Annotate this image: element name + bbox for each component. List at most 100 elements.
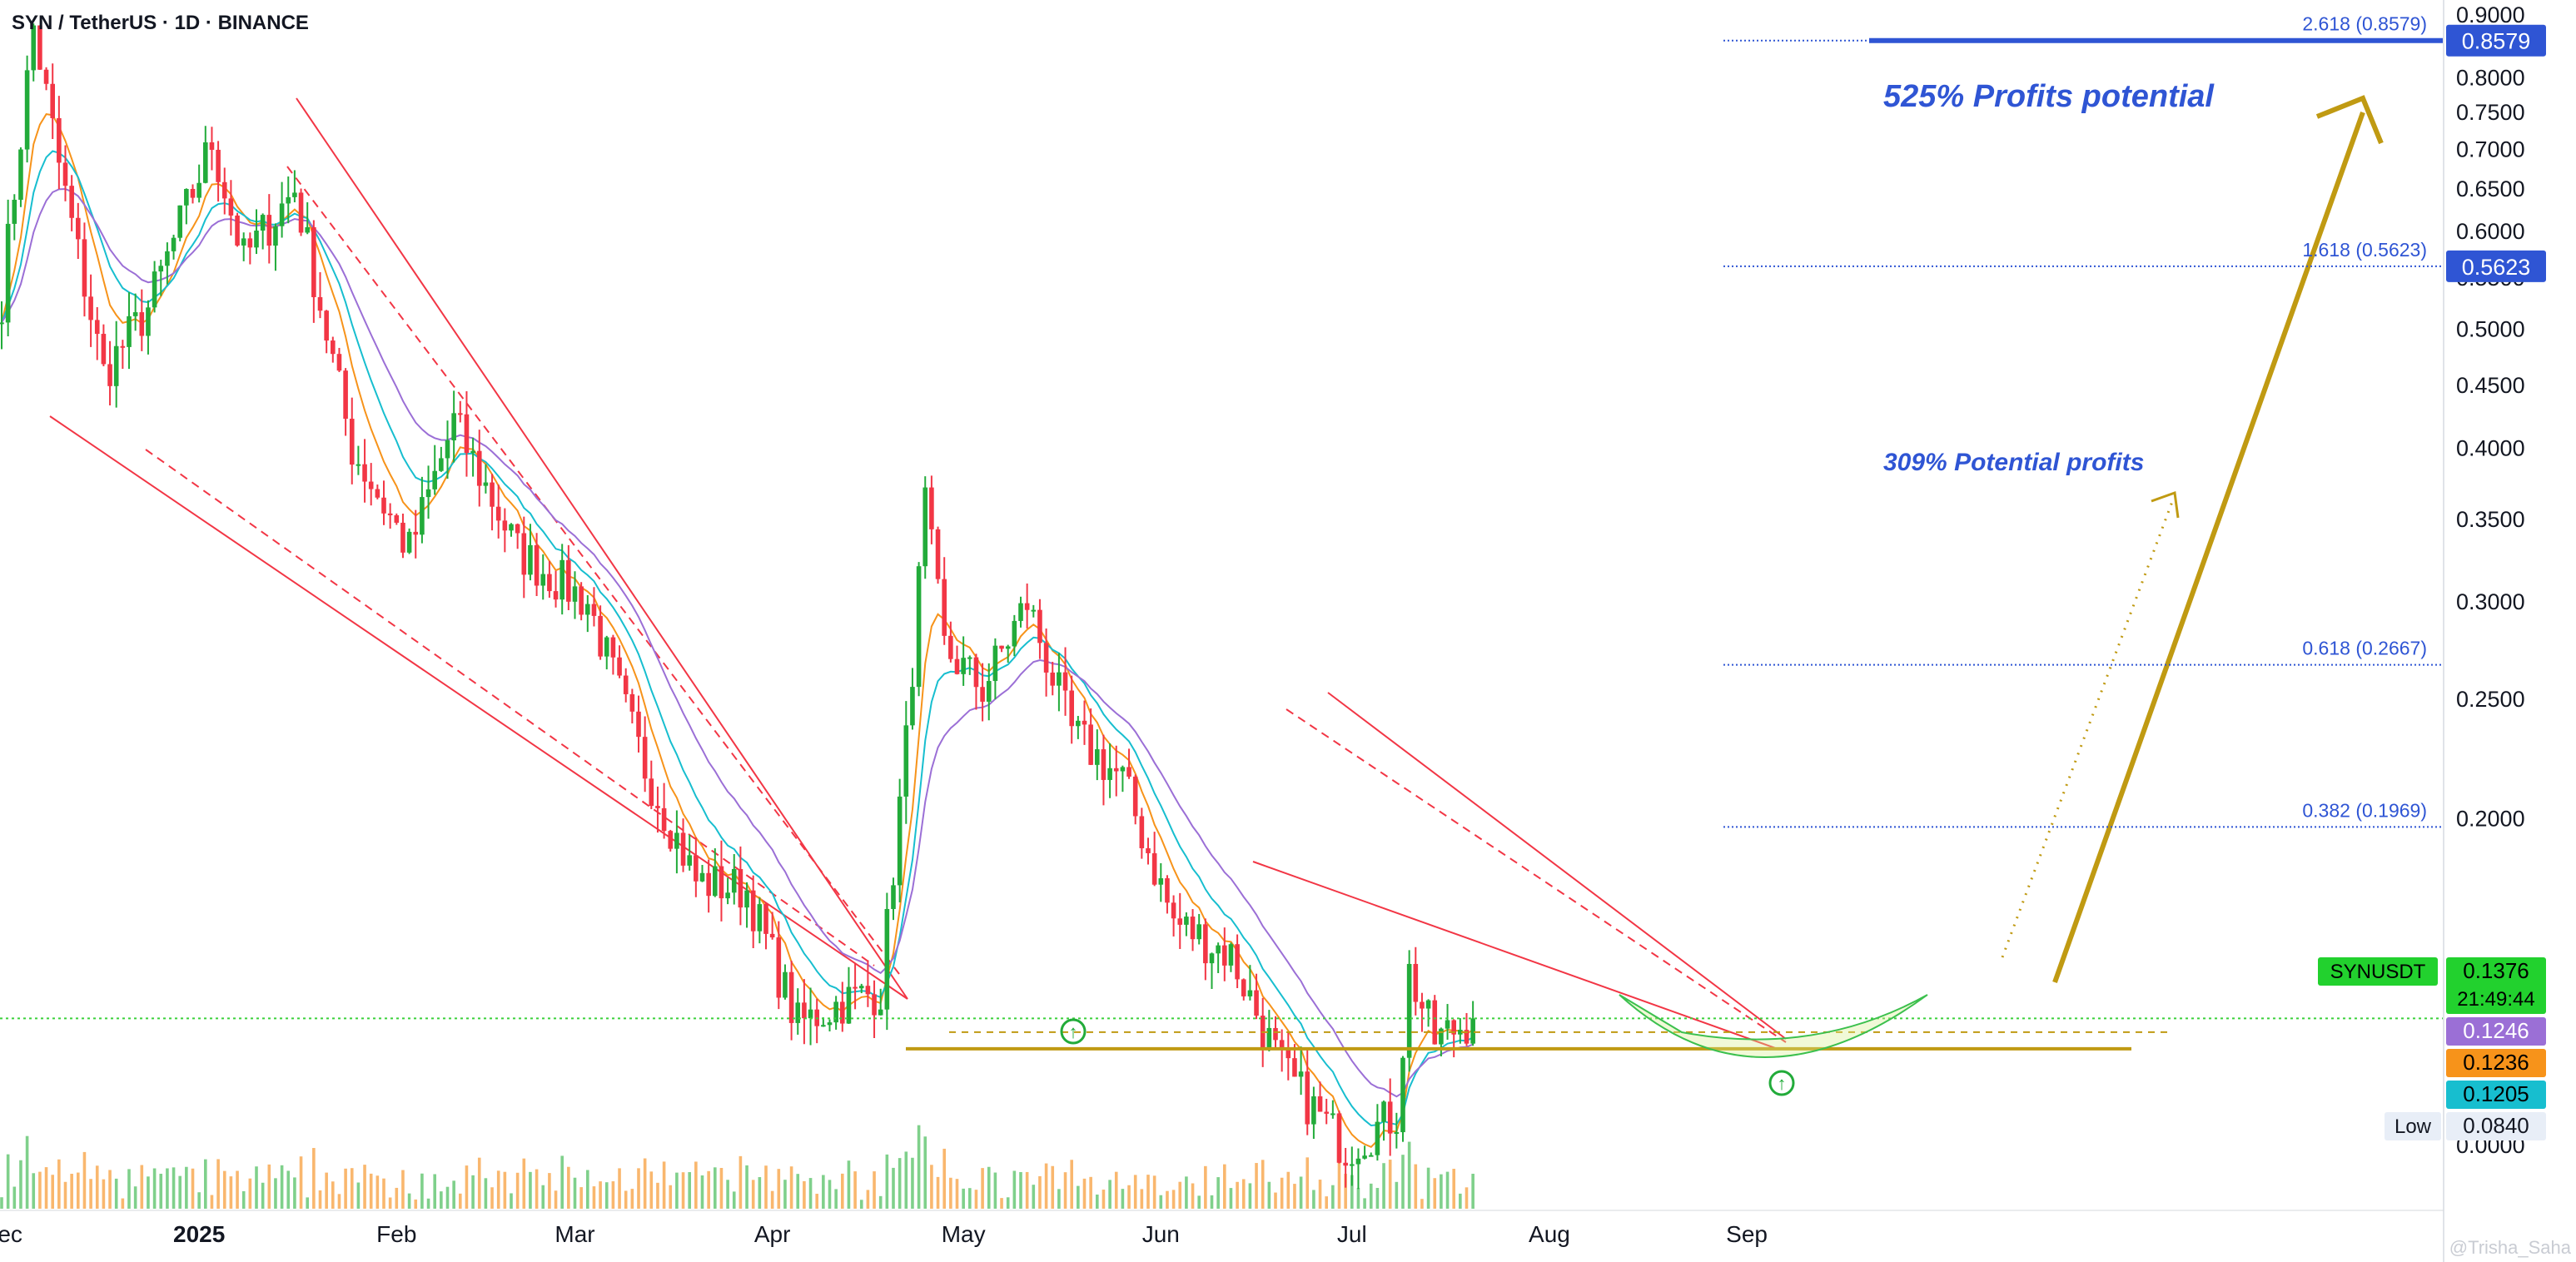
- candle-body: [1216, 945, 1221, 954]
- volume-bar: [299, 1156, 303, 1209]
- volume-bar: [459, 1193, 462, 1209]
- author-watermark: @Trisha_Saha: [2449, 1237, 2571, 1258]
- volume-bar: [604, 1182, 609, 1209]
- candle-body: [680, 832, 686, 866]
- candle-body: [107, 364, 112, 386]
- candle-body: [961, 658, 966, 674]
- candle-body: [559, 559, 564, 600]
- rounding-bottom-arc: [1619, 994, 1928, 1058]
- candle-body: [1107, 768, 1112, 780]
- candle-body: [1151, 852, 1157, 885]
- volume-bar: [1445, 1171, 1450, 1209]
- candle-body: [221, 181, 227, 199]
- fib-level-label: 0.382 (0.1969): [2302, 799, 2427, 821]
- volume-bar: [1082, 1178, 1087, 1209]
- volume-bar: [433, 1174, 436, 1209]
- volume-bar: [1146, 1175, 1150, 1209]
- volume-bar: [1452, 1169, 1455, 1209]
- volume-bar: [503, 1171, 507, 1209]
- volume-bar: [306, 1197, 309, 1209]
- volume-bar: [777, 1169, 781, 1209]
- candle-body: [846, 986, 852, 1024]
- candle-body: [1095, 749, 1100, 765]
- volume-bar: [1032, 1185, 1036, 1209]
- candle-body: [1120, 767, 1126, 772]
- volume-bar: [471, 1175, 475, 1209]
- volume-bar: [873, 1171, 876, 1209]
- volume-bar: [688, 1172, 691, 1209]
- price-tick-label: 0.5000: [2456, 316, 2525, 341]
- volume-bar: [114, 1178, 118, 1209]
- volume-bar: [440, 1191, 443, 1209]
- volume-bar: [210, 1195, 214, 1209]
- candle-body: [209, 142, 215, 150]
- candle-body: [1171, 902, 1176, 919]
- volume-bar: [1274, 1192, 1277, 1209]
- volume-bar: [1363, 1198, 1366, 1209]
- candle-body: [884, 908, 890, 1010]
- volume-bar: [649, 1171, 654, 1209]
- volume-bar: [738, 1155, 743, 1209]
- candle-body: [980, 687, 985, 702]
- candle-body: [897, 796, 903, 886]
- candle-body: [1413, 963, 1419, 1002]
- volume-bar: [490, 1187, 494, 1209]
- candle-body: [324, 311, 329, 341]
- buy-signal-arrow-icon: ↑: [1069, 1021, 1078, 1042]
- candle-body: [903, 725, 909, 797]
- time-axis[interactable]: Dec 2025 Feb Mar Apr May Jun Jul Aug Sep: [0, 1210, 2444, 1247]
- volume-bar: [541, 1185, 545, 1209]
- volume-bar: [77, 1172, 80, 1209]
- volume-bar: [1019, 1171, 1022, 1209]
- downtrend-upper-line: [296, 97, 908, 1000]
- volume-bar: [159, 1173, 163, 1209]
- volume-bar: [1044, 1163, 1048, 1209]
- fib-level-label: 2.618 (0.8579): [2302, 13, 2427, 35]
- volume-bar: [1286, 1171, 1290, 1209]
- volume-bar: [834, 1189, 838, 1209]
- candle-body: [763, 904, 768, 934]
- volume-bar: [611, 1181, 615, 1209]
- candle-body: [425, 489, 431, 498]
- candle-body: [534, 544, 540, 586]
- volume-bar: [656, 1182, 659, 1209]
- volume-bar: [420, 1173, 424, 1209]
- volume-bar: [923, 1136, 927, 1209]
- fib-level-label: 1.618 (0.5623): [2302, 239, 2427, 261]
- volume-bar: [1440, 1174, 1443, 1209]
- volume-bar: [70, 1174, 73, 1209]
- time-tick-label: Jun: [1142, 1221, 1180, 1247]
- candle-body: [858, 986, 864, 989]
- candle-body: [788, 971, 794, 1023]
- volume-bar: [808, 1178, 813, 1209]
- volume-bar: [847, 1160, 851, 1209]
- candle-body: [661, 807, 667, 832]
- volume-bar: [1241, 1179, 1246, 1209]
- low-label-tag: [2385, 1112, 2441, 1140]
- candle-body: [699, 872, 705, 882]
- volume-bar: [25, 1135, 29, 1209]
- volume-bar: [1255, 1163, 1258, 1209]
- candle-body: [502, 520, 508, 531]
- volume-bar: [1210, 1195, 1214, 1209]
- candle-body: [642, 737, 648, 779]
- candle-body: [986, 681, 992, 702]
- price-tags: 0.8579 0.5623 SYNUSDT 0.1376 21:49:44 0.1246 0…: [2318, 24, 2546, 1140]
- candle-body: [1445, 1020, 1450, 1029]
- price-tick-label: 0.2500: [2456, 687, 2525, 712]
- candle-body: [1350, 1164, 1355, 1166]
- candle-body: [375, 489, 380, 498]
- candle-body: [553, 591, 559, 600]
- volume-bar: [554, 1190, 558, 1209]
- candle-body: [935, 529, 941, 579]
- current-price-tag: [2446, 957, 2546, 1014]
- candle-body: [464, 414, 470, 454]
- volume-bar: [274, 1178, 277, 1209]
- symbol-tag: [2318, 957, 2438, 986]
- candle-body: [273, 226, 278, 246]
- candle-body: [0, 322, 4, 325]
- volume-bar: [974, 1190, 978, 1209]
- price-tick-label: 0.6500: [2456, 176, 2525, 201]
- candle-body: [69, 186, 74, 218]
